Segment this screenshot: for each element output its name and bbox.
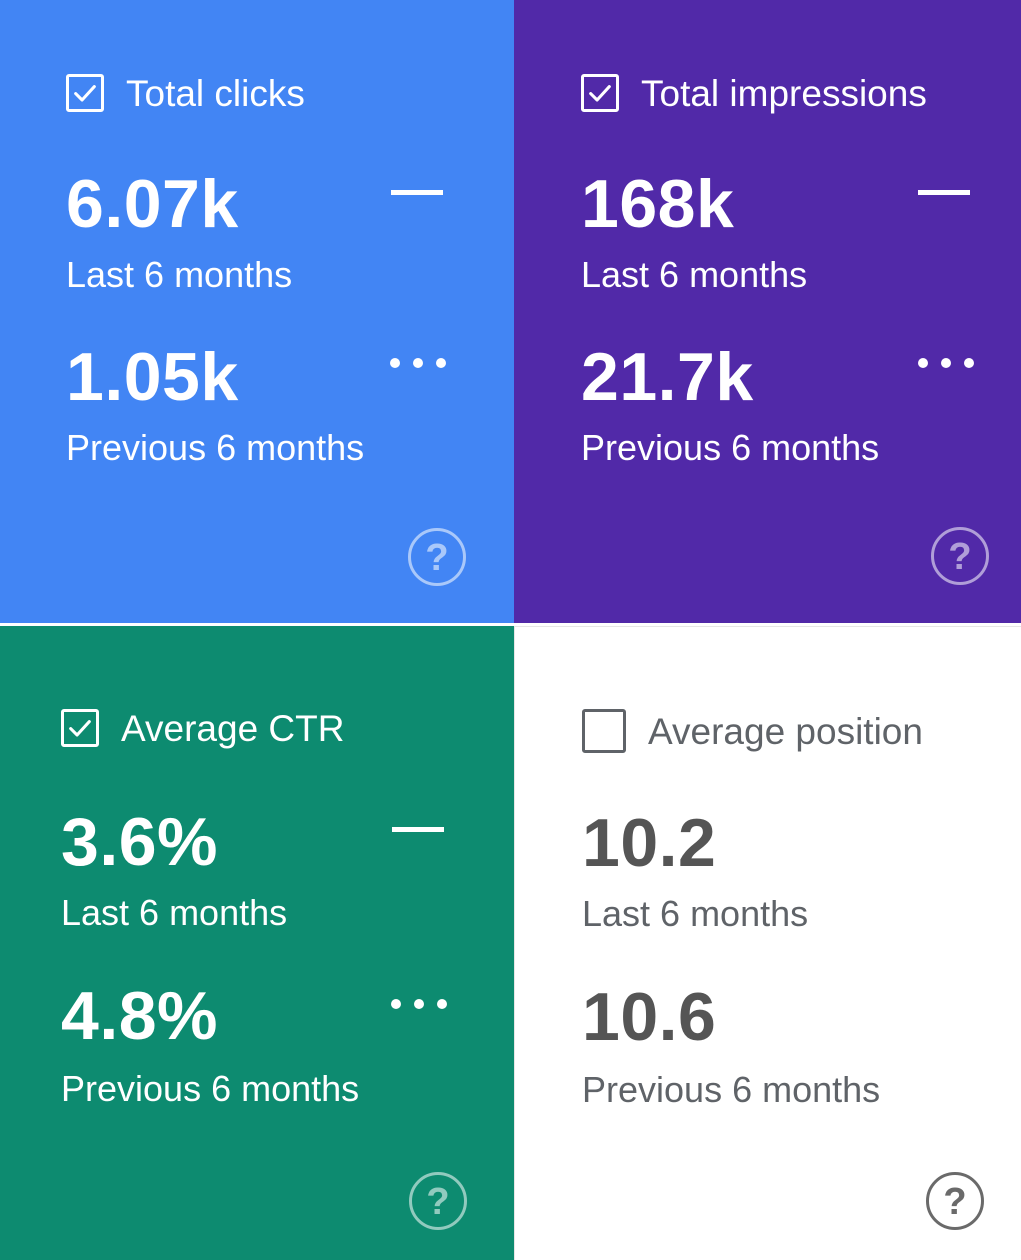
- previous-value: 1.05k: [66, 339, 239, 415]
- solid-line-legend-icon: [391, 190, 443, 195]
- metric-label: Average position: [648, 710, 923, 752]
- dotted-line-legend-icon: [391, 999, 447, 1009]
- previous-period-label: Previous 6 months: [581, 427, 880, 468]
- previous-value: 10.6: [582, 979, 717, 1055]
- metric-toggle-total-impressions[interactable]: Total impressions: [581, 74, 927, 112]
- metric-toggle-average-ctr[interactable]: Average CTR: [61, 709, 344, 747]
- checkbox-checked-icon[interactable]: [581, 74, 619, 112]
- current-value: 6.07k: [66, 166, 239, 242]
- metric-card-average-ctr[interactable]: Average CTR 3.6% Last 6 months 4.8% Prev…: [0, 626, 514, 1260]
- help-circle-icon[interactable]: ?: [926, 1172, 984, 1230]
- current-value: 168k: [581, 166, 735, 242]
- metric-card-total-impressions[interactable]: Total impressions 168k Last 6 months 21.…: [514, 0, 1021, 623]
- checkbox-unchecked-icon[interactable]: [582, 709, 626, 753]
- solid-line-legend-icon: [918, 190, 970, 195]
- previous-period-label: Previous 6 months: [61, 1068, 360, 1109]
- current-period-label: Last 6 months: [581, 254, 808, 295]
- previous-period-label: Previous 6 months: [66, 427, 365, 468]
- metric-card-total-clicks[interactable]: Total clicks 6.07k Last 6 months 1.05k P…: [0, 0, 514, 623]
- help-circle-icon[interactable]: ?: [931, 527, 989, 585]
- current-period-label: Last 6 months: [582, 893, 809, 934]
- metric-card-average-position[interactable]: Average position 10.2 Last 6 months 10.6…: [514, 626, 1021, 1260]
- previous-value: 4.8%: [61, 978, 218, 1054]
- metric-toggle-average-position[interactable]: Average position: [582, 709, 923, 753]
- previous-period-label: Previous 6 months: [582, 1069, 881, 1110]
- current-period-label: Last 6 months: [61, 892, 288, 933]
- dotted-line-legend-icon: [390, 358, 446, 368]
- current-value: 10.2: [582, 805, 717, 881]
- dotted-line-legend-icon: [918, 358, 974, 368]
- metric-toggle-total-clicks[interactable]: Total clicks: [66, 74, 305, 112]
- checkbox-checked-icon[interactable]: [61, 709, 99, 747]
- current-value: 3.6%: [61, 804, 218, 880]
- current-period-label: Last 6 months: [66, 254, 293, 295]
- checkbox-checked-icon[interactable]: [66, 74, 104, 112]
- metric-label: Total clicks: [126, 72, 305, 114]
- solid-line-legend-icon: [392, 827, 444, 832]
- metric-label: Average CTR: [121, 707, 345, 749]
- help-circle-icon[interactable]: ?: [409, 1172, 467, 1230]
- help-circle-icon[interactable]: ?: [408, 528, 466, 586]
- metric-label: Total impressions: [641, 72, 927, 114]
- previous-value: 21.7k: [581, 339, 754, 415]
